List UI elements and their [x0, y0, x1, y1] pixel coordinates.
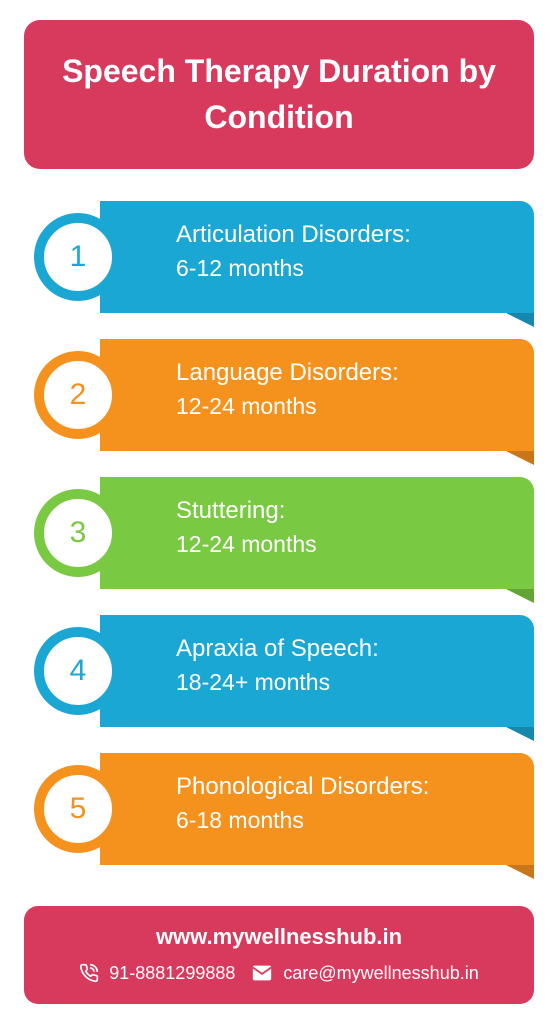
footer-url: www.mywellnesshub.in: [40, 924, 518, 950]
duration-label: 12-24 months: [176, 531, 534, 558]
duration-label: 6-12 months: [176, 255, 534, 282]
list-item: Phonological Disorders: 6-18 months 5: [24, 753, 534, 865]
number-circle: 2: [34, 351, 122, 439]
item-bar: Stuttering: 12-24 months: [100, 477, 534, 589]
item-number: 5: [70, 792, 87, 826]
footer-panel: www.mywellnesshub.in 91-8881299888 care@…: [24, 906, 534, 1004]
items-list: Articulation Disorders: 6-12 months 1 La…: [24, 201, 534, 876]
item-number: 1: [70, 240, 87, 274]
page-title: Speech Therapy Duration by Condition: [54, 48, 504, 141]
number-circle: 5: [34, 765, 122, 853]
duration-label: 18-24+ months: [176, 669, 534, 696]
item-number: 3: [70, 516, 87, 550]
number-circle: 1: [34, 213, 122, 301]
item-number: 2: [70, 378, 87, 412]
list-item: Articulation Disorders: 6-12 months 1: [24, 201, 534, 313]
list-item: Language Disorders: 12-24 months 2: [24, 339, 534, 451]
phone-icon: [79, 963, 99, 983]
duration-label: 6-18 months: [176, 807, 534, 834]
condition-label: Language Disorders:: [176, 359, 534, 387]
item-bar: Articulation Disorders: 6-12 months: [100, 201, 534, 313]
number-circle: 4: [34, 627, 122, 715]
duration-label: 12-24 months: [176, 393, 534, 420]
item-bar: Language Disorders: 12-24 months: [100, 339, 534, 451]
condition-label: Articulation Disorders:: [176, 221, 534, 249]
item-bar: Phonological Disorders: 6-18 months: [100, 753, 534, 865]
list-item: Apraxia of Speech: 18-24+ months 4: [24, 615, 534, 727]
item-number: 4: [70, 654, 87, 688]
condition-label: Phonological Disorders:: [176, 773, 534, 801]
item-bar: Apraxia of Speech: 18-24+ months: [100, 615, 534, 727]
condition-label: Apraxia of Speech:: [176, 635, 534, 663]
header-panel: Speech Therapy Duration by Condition: [24, 20, 534, 169]
footer-contact: 91-8881299888 care@mywellnesshub.in: [40, 962, 518, 984]
number-circle: 3: [34, 489, 122, 577]
condition-label: Stuttering:: [176, 497, 534, 525]
footer-email: care@mywellnesshub.in: [283, 963, 478, 984]
list-item: Stuttering: 12-24 months 3: [24, 477, 534, 589]
footer-phone: 91-8881299888: [109, 963, 235, 984]
email-icon: [251, 962, 273, 984]
